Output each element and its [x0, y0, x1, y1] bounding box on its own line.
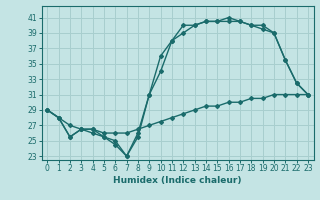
X-axis label: Humidex (Indice chaleur): Humidex (Indice chaleur)	[113, 176, 242, 185]
